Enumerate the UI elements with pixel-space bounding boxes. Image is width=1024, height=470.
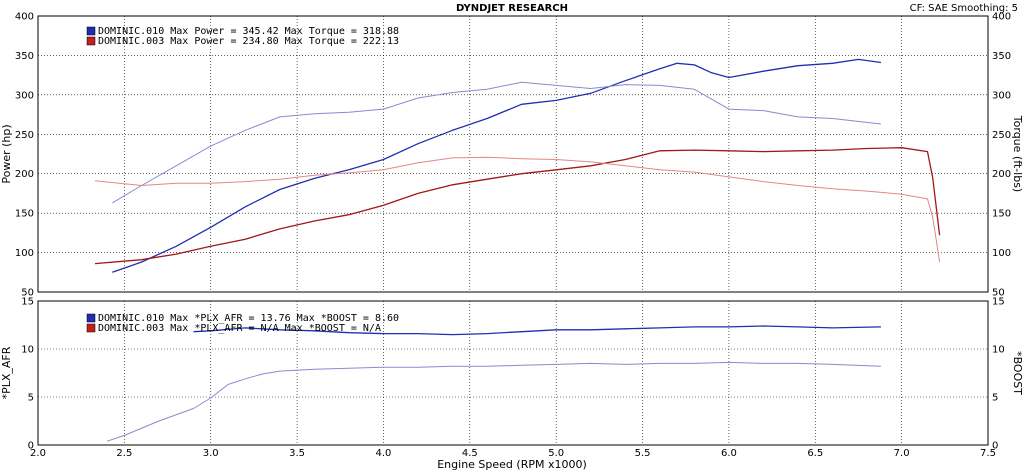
y-tick-label: 250 [15,130,34,141]
top-y2-ticks: 50 100 150 200 250 300 350 400 [992,12,1011,299]
y-tick-label: 10 [21,345,34,356]
legend-swatch [86,26,96,36]
top-y-label: Power (hp) [0,124,13,183]
top-series [94,58,941,273]
legend-entry: DOMINIC.003 Max Power = 234.80 Max Torqu… [98,36,399,47]
y-tick-label: 400 [15,12,34,23]
x-ticks: 2.0 2.5 3.0 3.5 4.0 4.5 5.0 5.5 6.0 6.5 7.0 7.5 [30,448,996,459]
bottom-grid [38,301,988,445]
y2-tick-label: 250 [992,130,1011,141]
legend-swatch [86,36,96,46]
x-tick-label: 3.0 [203,448,219,459]
y2-tick-label: 5 [992,393,998,404]
legend-entry: DOMINIC.003 Max *PLX_AFR = N/A Max *BOOS… [98,323,381,334]
bottom-legend: DOMINIC.010 Max *PLX_AFR = 13.76 Max *BO… [86,313,399,334]
x-tick-label: 4.5 [462,448,478,459]
y-tick-label: 5 [28,393,34,404]
x-tick-label: 7.0 [894,448,910,459]
y-tick-label: 150 [15,209,34,220]
bottom-y-label: *PLX_AFR [0,346,13,399]
y2-tick-label: 350 [992,51,1011,62]
x-tick-label: 2.5 [116,448,132,459]
legend-entry: DOMINIC.010 Max *PLX_AFR = 13.76 Max *BO… [98,313,399,324]
y-tick-label: 100 [15,248,34,259]
top-grid [38,16,988,292]
y2-tick-label: 300 [992,90,1011,101]
y-tick-label: 50 [21,288,34,299]
top-y-ticks: 50 100 150 200 250 300 350 400 [15,12,34,299]
y2-tick-label: 10 [992,345,1005,356]
x-tick-label: 6.5 [807,448,823,459]
legend-entry: DOMINIC.010 Max Power = 345.42 Max Torqu… [98,26,399,37]
x-tick-label: 6.0 [721,448,737,459]
top-plot-frame [37,15,989,293]
y2-tick-label: 50 [992,288,1005,299]
y-tick-label: 350 [15,51,34,62]
header-settings: CF: SAE Smoothing: 5 [910,3,1018,14]
afr-boost-plot: 0 5 10 15 0 5 10 15 DOMINIC.010 Max *PLX_AFR =… [0,297,1024,452]
top-legend: DOMINIC.010 Max Power = 345.42 Max Torqu… [86,26,399,47]
y2-tick-label: 400 [992,12,1011,23]
bottom-y-ticks: 0 5 10 15 [21,297,34,452]
y-tick-label: 0 [28,441,34,452]
series-line [112,81,881,204]
legend-swatch [86,313,96,323]
x-tick-label: 2.0 [30,448,46,459]
bottom-y2-label: *BOOST [1011,351,1024,395]
bottom-y2-ticks: 0 5 10 15 [992,297,1005,452]
x-tick-label: 5.5 [635,448,651,459]
x-tick-label: 5.0 [548,448,564,459]
y-tick-label: 15 [21,297,34,308]
x-tick-label: 4.0 [376,448,392,459]
y2-tick-label: 0 [992,441,998,452]
y-tick-label: 200 [15,169,34,180]
y2-tick-label: 200 [992,169,1011,180]
legend-swatch [86,323,96,333]
x-tick-label: 3.5 [289,448,305,459]
y-tick-label: 300 [15,90,34,101]
y2-tick-label: 100 [992,248,1011,259]
series-line [106,361,881,442]
header-title: DYNDJET RESEARCH [456,3,568,14]
power-torque-plot: 50 100 150 200 250 300 350 400 50 100 150 200 250 30… [0,12,1024,299]
top-y2-label: Torque (ft-lbs) [1011,115,1024,192]
x-axis-label: Engine Speed (RPM x1000) [437,458,587,470]
series-line [112,58,881,273]
y2-tick-label: 15 [992,297,1005,308]
series-line [94,156,941,263]
x-tick-label: 7.5 [980,448,996,459]
bottom-plot-frame [37,300,989,446]
series-line [94,147,941,265]
y2-tick-label: 150 [992,209,1011,220]
bottom-series [106,325,881,442]
series-line [193,325,881,336]
